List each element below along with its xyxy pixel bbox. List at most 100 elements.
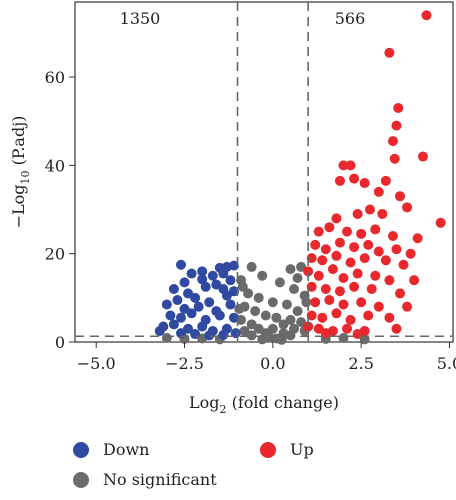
- point-no-significant: [246, 330, 257, 341]
- point-up: [417, 151, 428, 162]
- point-down: [190, 329, 201, 340]
- threshold-lines: [75, 2, 453, 342]
- point-down: [204, 297, 215, 308]
- point-up: [338, 299, 349, 310]
- point-up: [395, 191, 406, 202]
- volcano-plot: −5.0 −2.5 0.0 2.5 5.0 0 20 40 60 1350 566 Log2 …: [9, 1, 456, 416]
- point-up: [402, 301, 413, 312]
- point-no-significant: [267, 297, 278, 308]
- point-up: [342, 226, 353, 237]
- point-down: [218, 329, 229, 340]
- point-up: [377, 208, 388, 219]
- x-tick-label: 5.0: [437, 354, 456, 373]
- point-down: [186, 308, 197, 319]
- point-no-significant: [250, 306, 261, 317]
- point-down: [197, 321, 208, 332]
- point-up: [356, 297, 367, 308]
- up-marker-icon: [260, 441, 276, 458]
- point-down: [204, 330, 215, 341]
- point-up: [334, 237, 345, 248]
- point-no-significant: [301, 297, 312, 308]
- point-up: [313, 226, 324, 237]
- x-axis-label: Log2 (fold change): [189, 393, 339, 416]
- point-up: [303, 321, 314, 332]
- point-up: [398, 259, 409, 270]
- point-up: [387, 231, 398, 242]
- point-up: [384, 275, 395, 286]
- point-down: [218, 268, 229, 279]
- point-up: [320, 244, 331, 255]
- point-down: [168, 284, 179, 295]
- point-no-significant: [274, 277, 285, 288]
- point-up: [334, 286, 345, 297]
- point-up: [349, 173, 360, 184]
- point-up: [384, 312, 395, 323]
- x-axis-ticks: −5.0 −2.5 0.0 2.5 5.0: [77, 342, 456, 373]
- point-no-significant: [285, 264, 296, 275]
- y-tick-label: 40: [45, 156, 65, 175]
- point-up: [364, 204, 375, 215]
- point-up: [380, 175, 391, 186]
- point-down: [214, 310, 225, 321]
- legend-item-down: Down: [73, 440, 149, 459]
- point-down: [165, 310, 176, 321]
- point-down: [175, 259, 186, 270]
- point-no-significant: [281, 299, 292, 310]
- point-up: [345, 314, 356, 325]
- point-no-significant: [292, 272, 303, 283]
- ns-marker-icon: [73, 471, 89, 488]
- point-no-significant: [276, 334, 287, 345]
- point-down: [186, 268, 197, 279]
- point-down: [228, 260, 239, 271]
- legend-label-ns: No significant: [103, 470, 217, 489]
- point-up: [391, 120, 402, 131]
- point-up: [370, 224, 381, 235]
- point-up: [324, 222, 335, 233]
- x-tick-label: 2.5: [348, 354, 373, 373]
- point-up: [306, 281, 317, 292]
- point-up: [303, 266, 314, 277]
- up-count-label: 566: [335, 9, 366, 28]
- point-up: [306, 253, 317, 264]
- point-down: [197, 274, 208, 285]
- point-no-significant: [289, 284, 300, 295]
- point-up: [356, 228, 367, 239]
- point-up: [331, 308, 342, 319]
- point-down: [175, 312, 186, 323]
- point-down: [200, 281, 211, 292]
- point-up: [331, 250, 342, 261]
- x-tick-label: 0.0: [260, 354, 285, 373]
- point-up: [342, 323, 353, 334]
- legend-item-ns: No significant: [73, 470, 217, 489]
- point-no-significant: [285, 330, 296, 341]
- point-up: [338, 160, 349, 171]
- point-no-significant: [246, 261, 257, 272]
- point-up: [393, 102, 404, 113]
- legend-label-down: Down: [103, 440, 150, 459]
- point-down: [154, 325, 165, 336]
- point-up: [387, 136, 398, 147]
- point-up: [409, 275, 420, 286]
- point-up: [324, 295, 335, 306]
- point-up: [317, 312, 328, 323]
- x-tick-label: −5.0: [77, 354, 116, 373]
- point-up: [389, 153, 400, 164]
- point-down: [190, 292, 201, 303]
- point-up: [391, 244, 402, 255]
- point-down: [168, 319, 179, 330]
- y-axis-ticks: 0 20 40 60: [45, 68, 75, 352]
- points-layer: [154, 10, 446, 345]
- point-up: [306, 310, 317, 321]
- point-up: [402, 202, 413, 213]
- point-up: [327, 264, 338, 275]
- point-no-significant: [257, 270, 268, 281]
- point-up: [349, 281, 360, 292]
- point-up: [435, 217, 446, 228]
- point-up: [313, 270, 324, 281]
- point-up: [317, 255, 328, 266]
- down-count-label: 1350: [120, 9, 161, 28]
- point-no-significant: [271, 312, 282, 323]
- point-up: [345, 160, 356, 171]
- point-no-significant: [338, 333, 349, 344]
- point-up: [334, 175, 345, 186]
